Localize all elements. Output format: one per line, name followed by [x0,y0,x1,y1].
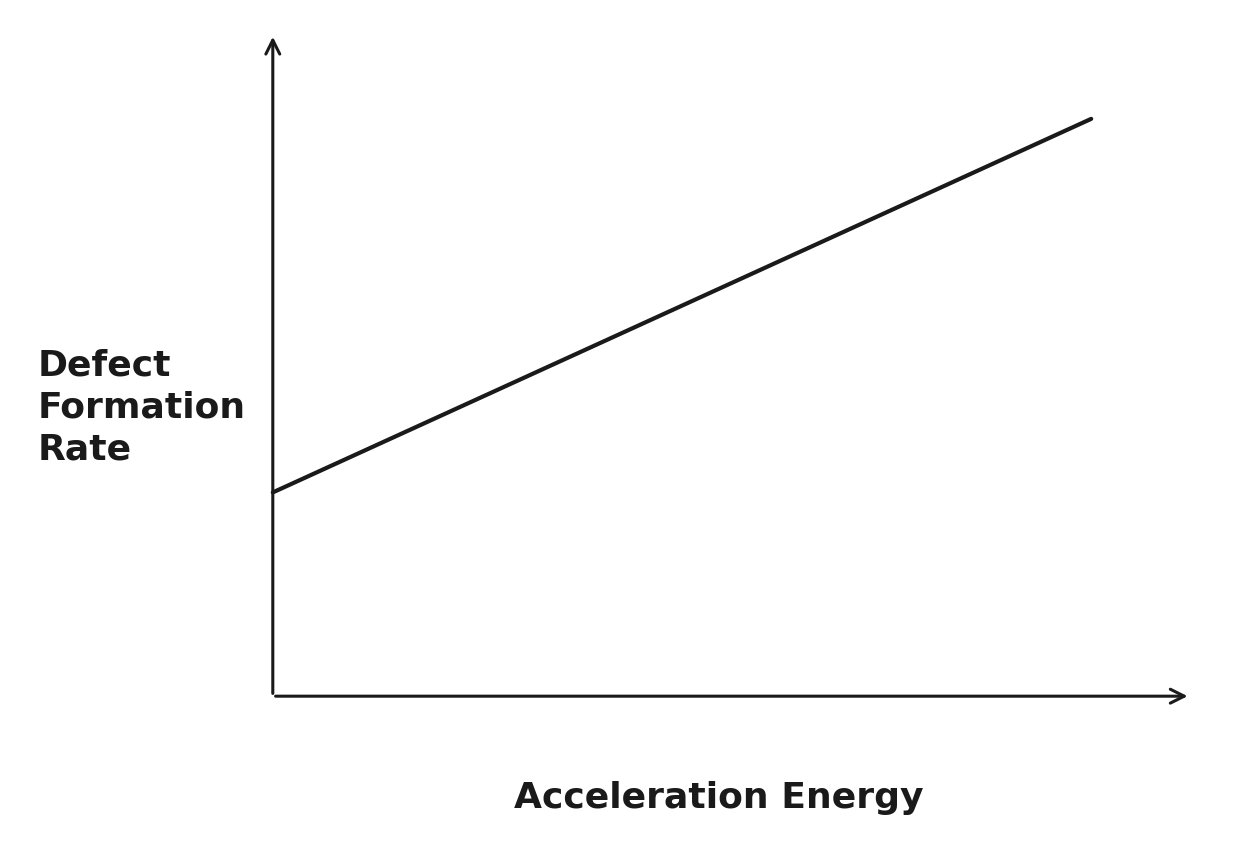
Text: Defect
Formation
Rate: Defect Formation Rate [37,348,246,467]
Text: Acceleration Energy: Acceleration Energy [515,781,924,815]
